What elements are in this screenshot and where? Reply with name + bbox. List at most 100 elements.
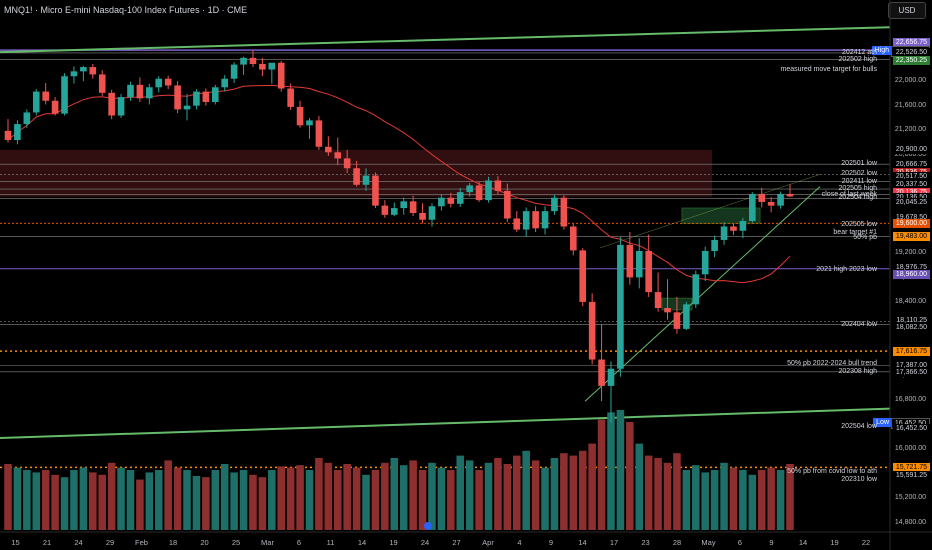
x-tick-label: 24 (74, 538, 83, 547)
price-tag: 20,337.50 (892, 179, 930, 189)
volume-bar (315, 458, 323, 530)
x-tick-label: 6 (737, 538, 743, 547)
volume-bar (164, 460, 172, 530)
volume-bar (371, 470, 380, 530)
volume-bar (32, 472, 41, 530)
candle-body (494, 180, 502, 191)
volume-bar (786, 464, 794, 530)
candle-body (570, 226, 577, 251)
level-label: 202308 high (838, 367, 877, 375)
volume-bar (663, 462, 672, 530)
x-tick-label: Mar (261, 538, 274, 547)
x-tick-label: 6 (296, 538, 302, 547)
volume-bar (126, 470, 135, 530)
volume-bar (560, 453, 568, 530)
volume-bar (748, 474, 757, 530)
x-tick-label: 29 (105, 538, 115, 547)
x-tick-label: 15 (11, 538, 20, 547)
demand-zone-1 (681, 207, 761, 224)
candle-body (14, 124, 21, 141)
candle-body (174, 85, 181, 110)
candle-body (61, 76, 68, 114)
volume-bar (522, 450, 530, 530)
volume-bar (60, 477, 69, 530)
lower-trend-line (0, 407, 891, 440)
x-tick-label: 24 (420, 538, 430, 547)
price-tag: 22,526.50 (892, 48, 930, 58)
price-tag: 20,900.00 (892, 145, 930, 155)
candle-body (692, 274, 700, 305)
candle-body (645, 251, 652, 293)
volume-bar (79, 467, 88, 530)
candle-body (117, 97, 125, 116)
candle-body (428, 206, 436, 220)
volume-bar (98, 474, 106, 530)
volume-bar (710, 470, 719, 530)
volume-bar (277, 466, 285, 530)
volume-bar (494, 458, 502, 530)
candle-body (673, 312, 681, 329)
price-tag: 15,721.75 (892, 462, 930, 472)
volume-bar (390, 458, 399, 530)
volume-bar (258, 477, 267, 530)
volume-bar (616, 410, 625, 530)
volume-bar (692, 465, 700, 530)
y-tick-label: 19,200.00 (894, 249, 926, 257)
volume-bar (578, 450, 587, 530)
volume-bar (381, 462, 389, 530)
candle-body (758, 193, 766, 202)
price-tag: 20,136.50 (892, 193, 930, 203)
level-label: 202502 low (841, 170, 877, 178)
candle-body (334, 152, 342, 159)
volume-bar (305, 470, 314, 530)
event-marker (424, 522, 432, 530)
x-tick-label: 14 (798, 538, 808, 547)
volume-bar (437, 467, 446, 530)
candle-body (221, 78, 228, 88)
x-tick-label: 14 (357, 538, 367, 547)
volume-bar (41, 470, 50, 530)
level-label: measured move target for bulls (780, 66, 878, 74)
price-tag: 20,045.25 (892, 197, 930, 207)
candle-body (598, 359, 605, 386)
currency-button[interactable]: USD (888, 2, 926, 19)
x-tick-label: May (701, 538, 716, 547)
candle-body (701, 251, 709, 275)
level-label: 202505 high (838, 185, 877, 193)
candle-body (475, 185, 483, 201)
x-tick-label: 23 (641, 538, 650, 547)
volume-bar (531, 460, 540, 530)
volume-bar (626, 422, 634, 530)
volume-bar (230, 472, 238, 530)
level-label: 202505 low (841, 220, 877, 228)
candle-body (136, 84, 144, 99)
volume-bar (654, 458, 662, 530)
volume-bar (89, 472, 97, 530)
x-tick-label: Feb (135, 538, 148, 547)
volume-bar (428, 462, 436, 530)
channel-line (599, 174, 821, 249)
volume-bar (211, 470, 220, 530)
candle-body (108, 92, 115, 116)
level-label: 202310 low (841, 475, 877, 483)
volume-bar (343, 464, 351, 530)
candle-body (325, 146, 332, 153)
candle-body (626, 244, 634, 278)
volume-bar (409, 460, 417, 530)
resistance-zone-upper (0, 149, 712, 173)
volume-bar (173, 467, 182, 530)
candle-body (390, 208, 398, 215)
price-tag: 22,656.75 (892, 37, 930, 47)
volume-bar (757, 470, 766, 530)
candle-body (268, 62, 276, 70)
candle-body (211, 87, 219, 103)
price-tag: 16,452.50 (892, 424, 930, 434)
volume-bar (739, 470, 747, 530)
candle-body (683, 304, 690, 329)
candle-body (551, 197, 558, 212)
candle-body (466, 185, 473, 193)
chart-title: MNQ1! · Micro E-mini Nasdaq-100 Index Fu… (4, 5, 248, 15)
price-tag: 17,366.50 (892, 368, 930, 378)
price-tag: 18,976.75 (892, 263, 930, 273)
